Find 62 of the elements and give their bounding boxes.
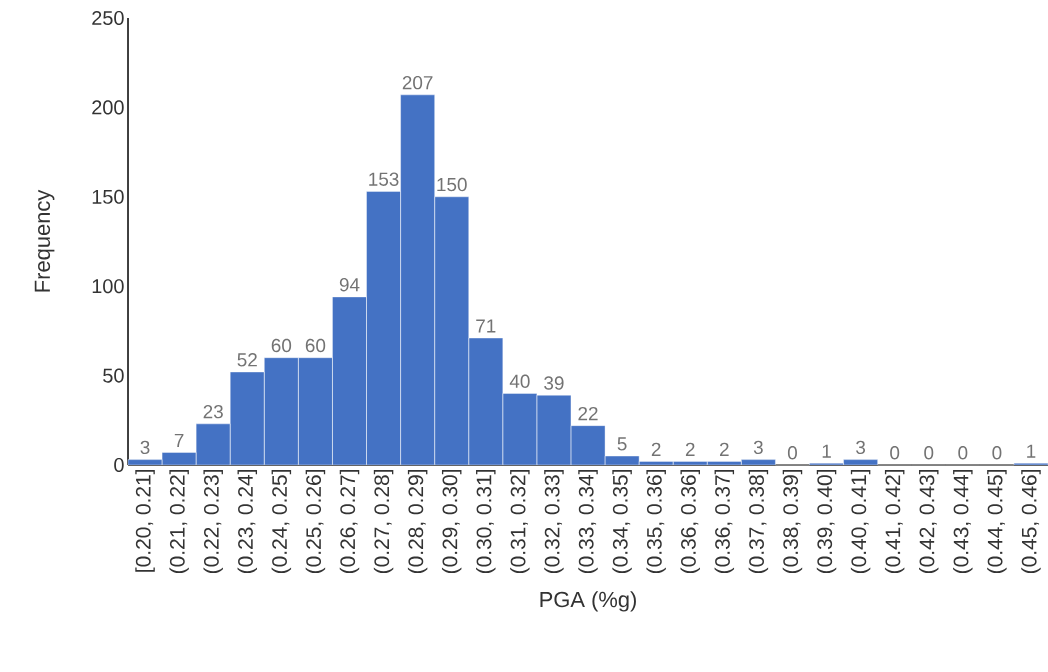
data-label: 150 <box>437 177 467 192</box>
data-label: 2 <box>685 442 695 456</box>
x-tick-label: (0.34, 0.35] <box>612 470 632 574</box>
x-tick-label: (0.42, 0.43] <box>919 470 939 574</box>
x-tick-label: (0.28, 0.29] <box>407 470 428 574</box>
x-tick-label: (0.41, 0.42] <box>884 470 905 574</box>
data-label: 0 <box>787 446 797 460</box>
data-label: 60 <box>271 338 292 353</box>
data-label: 3 <box>856 440 866 455</box>
data-label: 52 <box>237 353 257 367</box>
data-label: 5 <box>617 437 627 451</box>
x-tick-label: (0.44, 0.45] <box>987 470 1007 574</box>
data-label: 1 <box>1027 444 1036 458</box>
x-tick-label: (0.27, 0.28] <box>373 470 394 574</box>
y-axis-title: Frequency <box>34 189 55 292</box>
x-tick-label: (0.33, 0.34] <box>578 470 598 574</box>
data-label: 153 <box>369 172 399 186</box>
data-label: 23 <box>203 404 223 419</box>
data-label: 0 <box>924 446 934 460</box>
x-tick-label: (0.37, 0.38] <box>748 470 769 574</box>
data-label: 60 <box>305 338 326 353</box>
data-label: 2 <box>720 442 729 456</box>
y-tick-label: 250 <box>92 10 124 26</box>
data-label: 1 <box>822 444 831 458</box>
x-tick-label: (0.29, 0.30] <box>441 470 462 574</box>
x-tick-label: (0.40, 0.41] <box>850 470 871 574</box>
data-label: 0 <box>958 446 968 460</box>
y-tick-label: 150 <box>92 189 124 204</box>
x-axis-title: PGA (%g) <box>540 591 636 612</box>
data-label: 7 <box>174 433 184 447</box>
x-tick-label: (0.38, 0.39] <box>782 470 803 574</box>
x-tick-label: (0.23, 0.24] <box>237 470 258 574</box>
x-tick-label: (0.36, 0.37] <box>714 470 735 574</box>
y-tick-label: 200 <box>92 100 124 115</box>
x-tick-label: (0.24, 0.25] <box>271 470 292 574</box>
data-label: 40 <box>509 374 530 388</box>
x-tick-label: (0.21, 0.22] <box>169 470 189 574</box>
data-label: 3 <box>753 440 763 455</box>
x-tick-label: (0.36, 0.36] <box>680 470 700 574</box>
data-label: 94 <box>339 277 360 292</box>
x-tick-label: (0.32, 0.33] <box>544 470 564 574</box>
data-label: 71 <box>476 319 496 333</box>
data-label: 0 <box>890 446 900 460</box>
x-tick-label: (0.35, 0.36] <box>646 470 666 574</box>
x-tick-label: (0.39, 0.40] <box>816 470 837 574</box>
y-tick-label: 50 <box>103 368 124 383</box>
x-tick-label: (0.45, 0.46] <box>1021 470 1041 574</box>
x-tick-label: (0.30, 0.31] <box>476 470 496 574</box>
data-label: 2 <box>651 442 661 456</box>
data-label: 0 <box>992 446 1002 460</box>
x-tick-label: (0.31, 0.32] <box>510 470 530 574</box>
x-tick-label: (0.26, 0.27] <box>339 470 360 574</box>
x-tick-label: (0.25, 0.26] <box>305 470 326 574</box>
y-tick-label: 0 <box>114 457 124 473</box>
data-label: 39 <box>544 376 564 390</box>
data-label: 3 <box>140 440 150 455</box>
x-tick-label: [0.20, 0.21] <box>135 470 155 572</box>
data-label: 22 <box>578 406 598 421</box>
x-tick-label: (0.22, 0.23] <box>203 470 223 574</box>
data-label: 207 <box>402 75 433 90</box>
x-tick-label: (0.43, 0.44] <box>953 470 973 574</box>
y-tick-label: 100 <box>92 279 124 294</box>
